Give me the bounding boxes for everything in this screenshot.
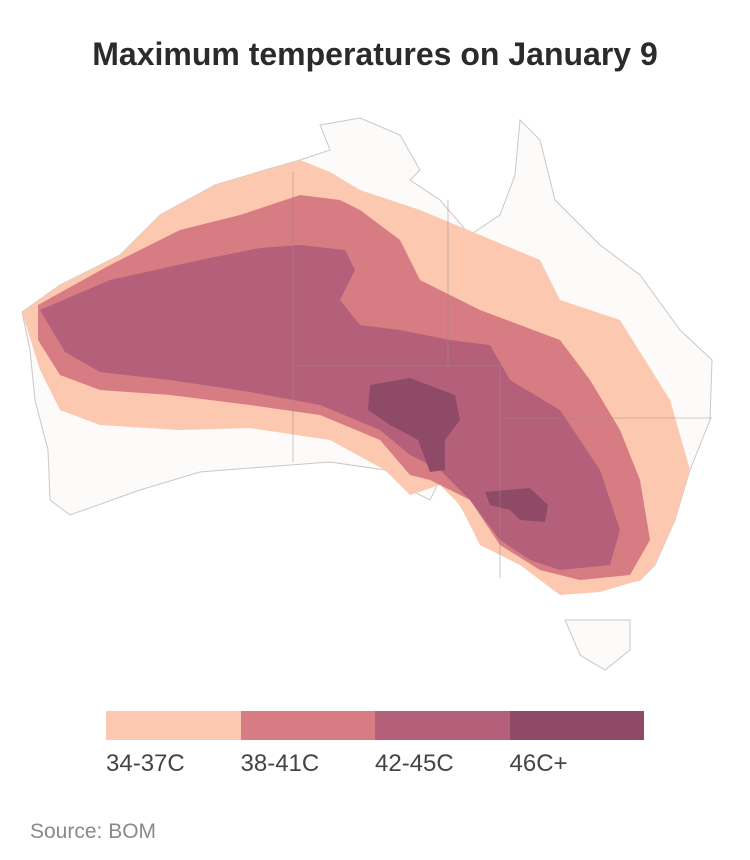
legend-label: 34-37C xyxy=(106,750,185,777)
legend-swatch xyxy=(106,711,241,740)
zone-42-45 xyxy=(40,245,620,570)
legend-item: 46C+ xyxy=(509,711,644,781)
legend-swatch xyxy=(375,711,510,740)
legend-item: 38-41C xyxy=(240,711,375,781)
map xyxy=(21,117,713,671)
legend-label: 42-45C xyxy=(375,750,454,777)
zone-46-plus xyxy=(368,378,460,472)
tasmania xyxy=(564,619,631,671)
legend-label: 46C+ xyxy=(509,750,568,777)
zone-46-plus xyxy=(485,488,548,522)
legend: 34-37C 38-41C 42-45C 46C+ xyxy=(106,711,644,781)
source: Source: BOM xyxy=(30,820,157,843)
title: Maximum temperatures on January 9 xyxy=(92,36,658,72)
legend-swatch xyxy=(509,711,644,740)
legend-label: 38-41C xyxy=(240,750,320,777)
legend-item: 42-45C xyxy=(375,711,510,781)
state-border xyxy=(292,172,712,578)
legend-item: 34-37C xyxy=(106,711,241,781)
legend-swatch xyxy=(240,711,375,740)
